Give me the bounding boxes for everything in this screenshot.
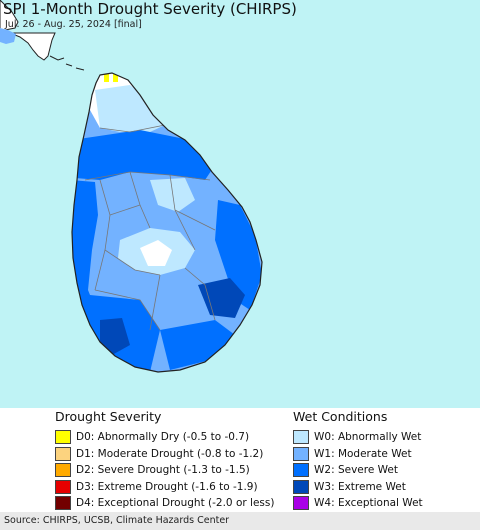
swatch-w2: [293, 463, 309, 477]
legend-label-d0: D0: Abnormally Dry (-0.5 to -0.7): [76, 431, 250, 443]
legend-label-d3: D3: Extreme Drought (-1.6 to -1.9): [76, 480, 258, 493]
legend-label-w1: W1: Moderate Wet: [314, 447, 412, 460]
wet-legend-title: Wet Conditions: [293, 409, 388, 424]
swatch-d4: [55, 496, 71, 510]
legend-label-d4: D4: Exceptional Drought (-2.0 or less): [76, 497, 275, 509]
north-w0-area: [95, 85, 165, 132]
legend-item-w1: W1: Moderate Wet: [293, 446, 423, 462]
legend-item-w0: W0: Abnormally Wet: [293, 429, 423, 445]
swatch-w3: [293, 479, 309, 494]
central-white-area: [140, 240, 172, 266]
swatch-w4: [293, 496, 309, 510]
drought-legend-title: Drought Severity: [55, 409, 162, 424]
legend-label-w2: W2: Severe Wet: [314, 464, 398, 476]
swatch-w0: [293, 430, 309, 444]
jaffna-d0-patch: [104, 73, 109, 82]
legend-label-d1: D1: Moderate Drought (-0.8 to -1.2): [76, 447, 264, 460]
jaffna-d0-patch-2: [113, 73, 118, 82]
legend-label-d2: D2: Severe Drought (-1.3 to -1.5): [76, 464, 250, 476]
legend-item-w4: W4: Exceptional Wet: [293, 495, 423, 511]
legend-label-w0: W0: Abnormally Wet: [314, 431, 422, 443]
swatch-w1: [293, 446, 309, 461]
swatch-d0: [55, 430, 71, 444]
india-tip-wet: [0, 28, 16, 44]
south-coast-w2: [160, 320, 235, 370]
source-credit: Source: CHIRPS, UCSB, Climate Hazards Ce…: [4, 515, 230, 526]
map-subtitle: Jul. 26 - Aug. 25, 2024 [final]: [5, 19, 142, 30]
legend-item-d1: D1: Moderate Drought (-0.8 to -1.2): [55, 446, 274, 462]
sri-lanka-coastline: [71, 72, 263, 373]
legend-item-d3: D3: Extreme Drought (-1.6 to -1.9): [55, 479, 274, 495]
legend-item-d4: D4: Exceptional Drought (-2.0 or less): [55, 495, 274, 511]
wet-legend: Wet Conditions W0: Abnormally Wet W1: Mo…: [293, 409, 423, 512]
swatch-d1: [55, 446, 71, 461]
legend-label-w4: W4: Exceptional Wet: [314, 497, 423, 509]
drought-legend: Drought Severity D0: Abnormally Dry (-0.…: [55, 409, 274, 512]
map-title: SPI 1-Month Drought Severity (CHIRPS): [3, 0, 297, 18]
legend-item-w2: W2: Severe Wet: [293, 462, 423, 478]
legend-label-w3: W3: Extreme Wet: [314, 480, 406, 493]
swatch-d3: [55, 479, 71, 494]
southwest-w3: [100, 318, 130, 355]
footer-bar: Source: CHIRPS, UCSB, Climate Hazards Ce…: [0, 512, 480, 530]
legend-item-d2: D2: Severe Drought (-1.3 to -1.5): [55, 462, 274, 478]
adams-bridge-islands: [49, 55, 85, 71]
east-coast-w2: [215, 200, 262, 310]
north-central-w2-band: [72, 130, 215, 180]
swatch-d2: [55, 463, 71, 477]
legend-item-w3: W3: Extreme Wet: [293, 479, 423, 495]
district-borders: [84, 124, 216, 331]
drought-map: [0, 0, 480, 408]
southeast-w3: [198, 278, 245, 318]
legend-item-d0: D0: Abnormally Dry (-0.5 to -0.7): [55, 429, 274, 445]
